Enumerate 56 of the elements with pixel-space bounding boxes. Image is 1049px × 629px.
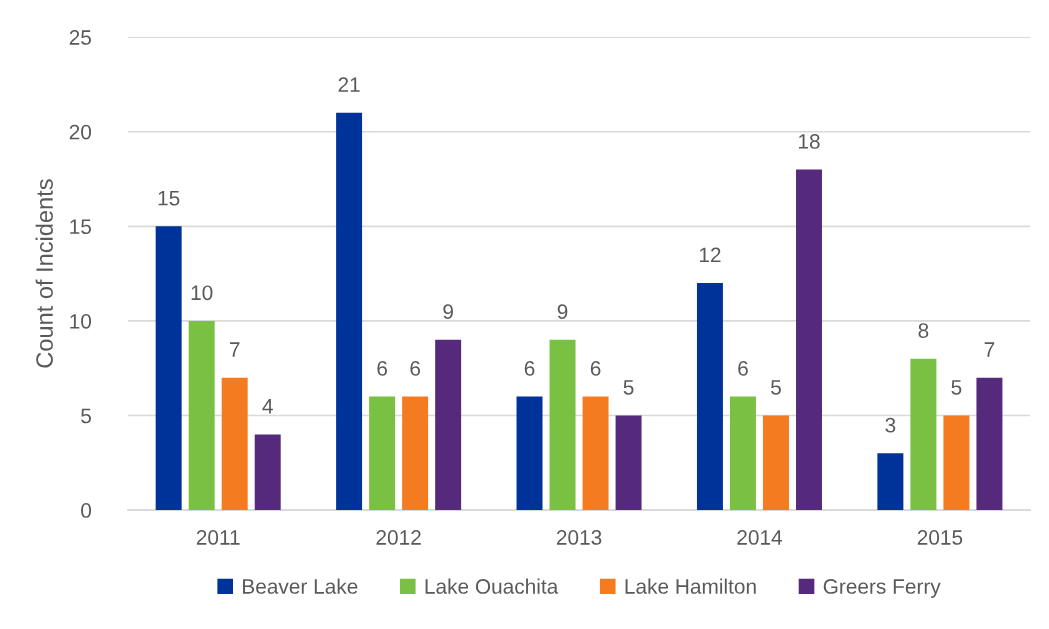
bar — [221, 377, 248, 511]
bar — [582, 396, 609, 511]
bar — [976, 377, 1003, 511]
y-tick-label: 20 — [69, 124, 92, 140]
data-label: 3 — [885, 417, 896, 433]
legend-label: Beaver Lake — [243, 578, 358, 594]
bar — [729, 396, 756, 511]
bar — [943, 415, 970, 511]
data-label: 5 — [951, 380, 962, 395]
data-label: 5 — [623, 380, 634, 395]
data-label: 6 — [377, 361, 387, 376]
bar — [254, 434, 281, 511]
data-label: 7 — [984, 342, 995, 357]
data-label: 4 — [262, 399, 273, 414]
bar — [155, 226, 182, 511]
y-tick-label: 10 — [70, 313, 92, 329]
data-label: 9 — [557, 304, 568, 320]
legend-label: Lake Ouachita — [425, 578, 559, 594]
x-tick-label: 2011 — [196, 530, 240, 545]
bar — [369, 396, 396, 511]
y-tick-label: 0 — [81, 503, 92, 518]
y-tick-label: 5 — [81, 408, 91, 424]
x-tick-label: 2012 — [376, 530, 421, 545]
data-label: 5 — [771, 380, 781, 395]
data-label: 6 — [738, 361, 748, 376]
data-label: 8 — [918, 323, 929, 338]
bar — [696, 283, 723, 511]
bar — [549, 339, 576, 511]
data-label: 12 — [699, 247, 721, 263]
data-label: 21 — [338, 77, 360, 92]
y-axis-title: Count of Incidents — [35, 179, 53, 368]
data-label: 6 — [524, 361, 535, 376]
y-tick-label: 25 — [69, 30, 91, 45]
data-label: 18 — [799, 134, 820, 149]
bar — [435, 339, 462, 511]
data-label: 7 — [229, 342, 240, 357]
legend-label: Greers Ferry — [823, 579, 941, 598]
bar — [796, 169, 822, 511]
data-label: 15 — [158, 190, 180, 206]
x-tick-label: 2013 — [556, 530, 602, 545]
y-tick-label: 15 — [70, 219, 91, 235]
data-label: 10 — [191, 285, 213, 301]
legend-label: Lake Hamilton — [625, 578, 756, 594]
data-label: 6 — [410, 361, 421, 376]
x-tick-label: 2015 — [917, 530, 963, 545]
data-label: 9 — [443, 304, 453, 320]
bar — [910, 358, 937, 511]
data-label: 6 — [590, 361, 601, 376]
bar — [402, 396, 429, 511]
bar — [516, 396, 543, 511]
bar — [336, 112, 363, 511]
bar — [615, 415, 642, 511]
x-tick-label: 2014 — [737, 530, 783, 545]
bar — [877, 453, 904, 511]
bar — [762, 415, 789, 511]
bar — [188, 320, 215, 511]
